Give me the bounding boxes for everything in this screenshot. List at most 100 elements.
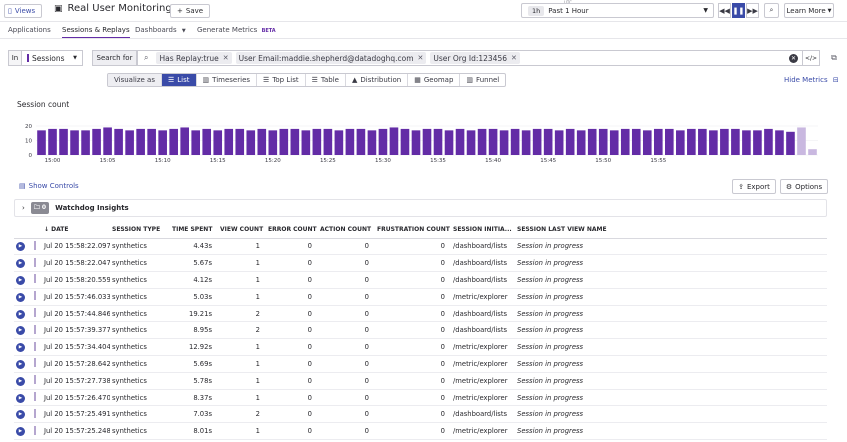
viz-option-timeseries[interactable]: ▥ Timeseries [197, 74, 258, 86]
table-row[interactable]: ▶ Jul 20 15:57:27.738 synthetics 5.78s 1 0 0 0/… [14, 372, 827, 390]
chart-bar[interactable] [720, 128, 729, 155]
viz-option-funnel[interactable]: ▥ Funnel [460, 74, 505, 86]
chart-bar[interactable] [411, 130, 421, 155]
chart-bar[interactable] [786, 131, 795, 155]
table-header-error-count[interactable]: ERROR COUNT [266, 222, 318, 239]
chart-bar[interactable] [323, 128, 333, 155]
data-source-select[interactable]: Sessions ▼ [21, 50, 83, 66]
close-icon[interactable]: ✕ [417, 54, 424, 62]
chart-bar[interactable] [103, 127, 112, 155]
table-row[interactable]: ▶ Jul 20 15:58:22.047 synthetics 5.67s 1 0 0 0/… [14, 254, 827, 273]
table-row[interactable]: ▶ Jul 20 15:57:39.377 synthetics 8.95s 2 0 0 0/… [14, 321, 827, 340]
chart-bar[interactable] [48, 128, 57, 155]
chart-bar[interactable] [687, 128, 696, 155]
table-header-view-count[interactable]: VIEW COUNT [218, 222, 266, 239]
replay-cell[interactable]: ▶ [14, 288, 32, 306]
chart-bar[interactable] [499, 130, 509, 155]
chart-bar[interactable] [753, 130, 762, 155]
chart-bar[interactable] [125, 130, 134, 155]
chart-bar[interactable] [676, 130, 685, 155]
play-icon[interactable]: ▶ [16, 242, 25, 252]
tab-applications[interactable]: Applications [8, 26, 51, 34]
chart-bar[interactable] [543, 128, 553, 155]
chart-bar[interactable] [158, 130, 167, 155]
table-header-action-count[interactable]: ACTION COUNT [318, 222, 375, 239]
filter-chip[interactable]: Has Replay:true ✕ [156, 52, 232, 64]
watchdog-insights-panel[interactable]: › 🗀 0 Watchdog Insights [14, 199, 827, 217]
pause-icon[interactable]: ❚❚ [732, 3, 745, 18]
chart-bar[interactable] [554, 130, 564, 155]
time-range-selector[interactable]: 1h Past 1 Hour ▼ [521, 3, 714, 18]
chart-bar[interactable] [389, 127, 399, 155]
table-row[interactable]: ▶ Jul 20 15:57:26.470 synthetics 8.37s 1 0 0 0/… [14, 389, 827, 407]
chart-bar[interactable] [653, 128, 663, 155]
chart-bar[interactable] [709, 130, 718, 155]
hide-metrics-button[interactable]: Hide Metrics ⊟ [784, 76, 839, 84]
play-icon[interactable]: ▶ [16, 326, 25, 336]
chart-bar[interactable] [521, 130, 531, 155]
chart-bar[interactable] [235, 128, 245, 155]
play-icon[interactable]: ▶ [16, 393, 25, 403]
chart-bar[interactable] [532, 128, 542, 155]
export-button[interactable]: ⇪ Export [732, 179, 776, 194]
replay-cell[interactable]: ▶ [14, 238, 32, 256]
chart-bar[interactable] [477, 128, 487, 155]
chart-bar[interactable] [455, 128, 465, 155]
replay-cell[interactable]: ▶ [14, 372, 32, 390]
chart-bar[interactable] [37, 130, 46, 155]
viz-option-table[interactable]: ☰ Table [306, 74, 346, 86]
chart-bar[interactable] [345, 128, 355, 155]
chart-bar[interactable] [444, 130, 454, 155]
chart-bar[interactable] [797, 127, 806, 155]
chart-bar[interactable] [742, 130, 751, 155]
chart-bar[interactable] [422, 128, 432, 155]
play-icon[interactable]: ▶ [16, 376, 25, 386]
chart-bar[interactable] [609, 130, 619, 155]
table-row[interactable]: ▶ Jul 20 15:57:44.846 synthetics 19.21s 2 0 0 0… [14, 305, 827, 323]
search-input[interactable]: ⌕ Has Replay:true ✕ User Email:maddie.sh… [137, 50, 803, 66]
copy-icon[interactable]: ⧉ [831, 53, 837, 62]
play-icon[interactable]: ▶ [16, 343, 25, 353]
replay-cell[interactable]: ▶ [14, 254, 32, 273]
chart-bar[interactable] [698, 128, 707, 155]
close-icon[interactable]: ✕ [222, 54, 229, 62]
filter-chip[interactable]: User Org Id:123456 ✕ [430, 52, 520, 64]
table-row[interactable]: ▶ Jul 20 15:57:25.491 synthetics 7.03s 2 0 0 0/… [14, 405, 827, 424]
chart-bar[interactable] [334, 130, 344, 155]
table-header-session-type[interactable]: SESSION TYPE [110, 222, 170, 239]
viz-option-top-list[interactable]: ☰ Top List [257, 74, 306, 86]
table-header-date[interactable]: ↓ DATE [42, 222, 110, 239]
zoom-icon[interactable]: ⌕ [764, 3, 779, 18]
chart-bar[interactable] [367, 130, 377, 155]
table-row[interactable]: ▶ Jul 20 15:57:46.033 synthetics 5.03s 1 0 0 0/… [14, 288, 827, 306]
step-back-icon[interactable]: ◀◀ [718, 3, 731, 18]
tab-generate-metrics[interactable]: Generate Metrics BETA [197, 26, 276, 34]
chart-bar[interactable] [191, 130, 201, 155]
chart-bar[interactable] [81, 130, 90, 155]
play-icon[interactable]: ▶ [16, 259, 25, 269]
chart-bar[interactable] [136, 128, 145, 155]
table-header-frustration-count[interactable]: FRUSTRATION COUNT [375, 222, 451, 239]
chart-bar[interactable] [147, 128, 156, 155]
chart-bar[interactable] [433, 128, 443, 155]
play-icon[interactable]: ▶ [16, 309, 25, 319]
views-button[interactable]: ▯ Views [4, 4, 43, 18]
chart-bar[interactable] [400, 128, 410, 155]
chart-bar[interactable] [257, 128, 267, 155]
chart-bar[interactable] [378, 128, 388, 155]
replay-cell[interactable]: ▶ [14, 405, 32, 424]
chart-bar[interactable] [301, 130, 311, 155]
play-icon[interactable]: ▶ [16, 275, 25, 285]
play-icon[interactable]: ▶ [16, 292, 25, 302]
chart-bar[interactable] [565, 128, 575, 155]
viz-option-geomap[interactable]: ▦ Geomap [408, 74, 461, 86]
options-button[interactable]: ⚙ Options [780, 179, 828, 194]
table-header-session-initial-view[interactable]: SESSION INITIA... [451, 222, 515, 239]
chart-bar[interactable] [213, 130, 223, 155]
learn-more-button[interactable]: Learn More ▼ [784, 3, 834, 18]
chart-bar[interactable] [202, 128, 212, 155]
chart-bar[interactable] [665, 128, 674, 155]
chart-bar[interactable] [510, 128, 520, 155]
chart-bar[interactable] [356, 128, 366, 155]
chart-bar[interactable] [642, 130, 652, 155]
